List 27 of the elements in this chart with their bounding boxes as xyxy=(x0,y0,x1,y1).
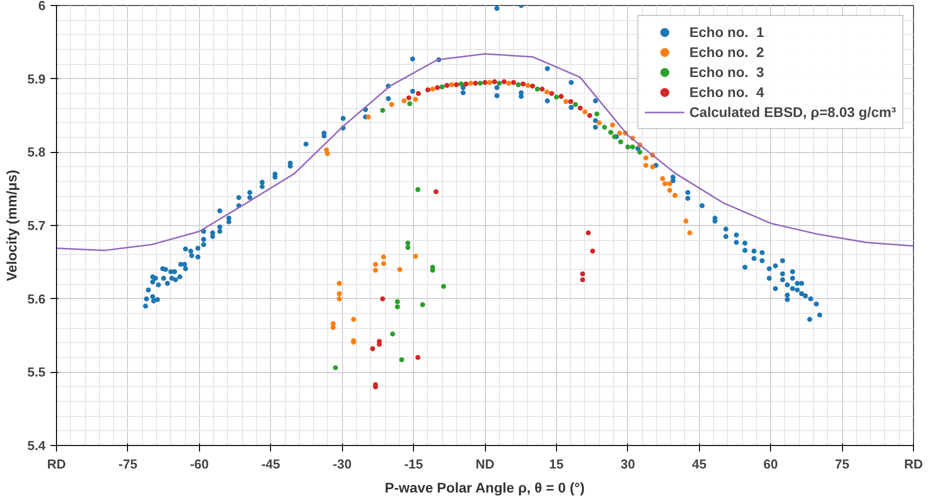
x-tick-label: RD xyxy=(904,456,923,472)
x-axis-title: P-wave Polar Angle ρ, θ = 0 (°) xyxy=(384,480,585,496)
y-tick-label: 5.9 xyxy=(27,71,46,86)
x-tick-label: -15 xyxy=(404,456,423,472)
y-tick-label: 5.8 xyxy=(27,144,46,160)
x-tick-label: 60 xyxy=(763,456,778,472)
legend-label: Echo no. 4 xyxy=(689,84,764,100)
y-axis-title: Velocity (mm/μs) xyxy=(3,170,20,282)
y-tick-label: 5.4 xyxy=(27,438,46,453)
x-tick-label: -60 xyxy=(190,456,209,472)
legend-label: Echo no. 3 xyxy=(689,64,764,80)
legend-label: Calculated EBSD, ρ=8.03 g/cm³ xyxy=(689,104,896,120)
x-tick-label: -45 xyxy=(261,456,280,472)
legend-label: Echo no. 1 xyxy=(689,24,764,40)
x-tick-label: -30 xyxy=(332,456,352,472)
y-tick-label: 5.5 xyxy=(27,364,46,380)
y-tick-label: 5.7 xyxy=(27,218,46,233)
x-tick-label: 45 xyxy=(692,456,706,472)
y-tick-label: 5.6 xyxy=(27,291,46,306)
x-tick-label: 75 xyxy=(834,456,850,472)
x-tick-label: 30 xyxy=(620,456,636,472)
legend-label: Echo no. 2 xyxy=(689,44,764,60)
x-tick-label: -75 xyxy=(118,456,138,472)
x-tick-label: RD xyxy=(47,456,66,472)
x-tick-label: 15 xyxy=(549,456,564,472)
y-tick-label: 6 xyxy=(38,0,46,13)
x-tick-label: ND xyxy=(476,456,494,472)
